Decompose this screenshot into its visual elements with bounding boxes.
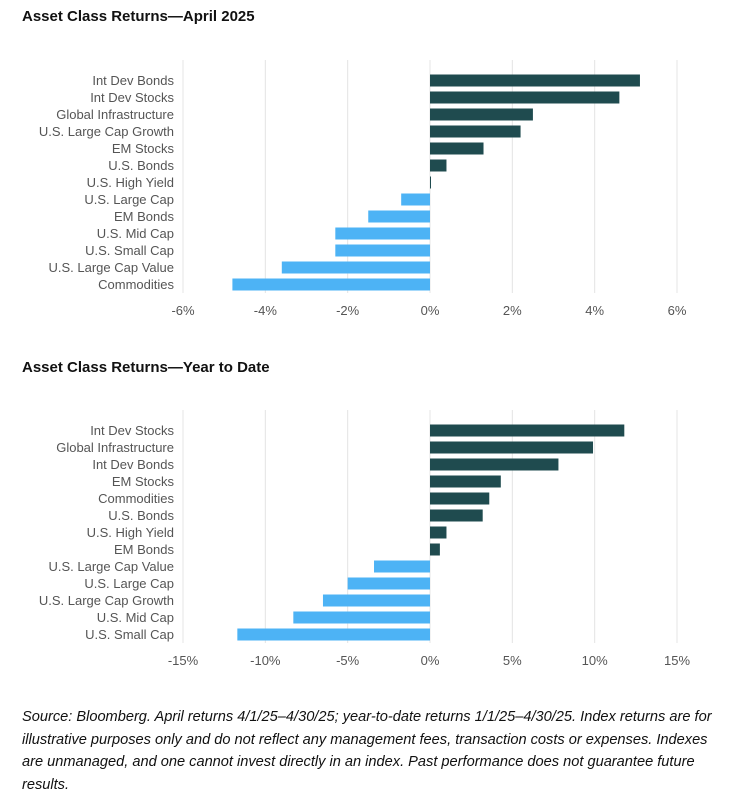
x-tick-label: 5% [503, 653, 522, 668]
category-label: EM Stocks [112, 141, 175, 156]
category-label: EM Bonds [114, 209, 174, 224]
bar-int-dev-stocks [430, 91, 620, 104]
bar-u-s-large-cap [347, 577, 430, 590]
category-label: Int Dev Stocks [90, 423, 174, 438]
bar-u-s-large-cap-growth [430, 125, 521, 138]
bar-u-s-large-cap-growth [322, 594, 430, 607]
bar-int-dev-stocks [430, 424, 625, 437]
bar-u-s-small-cap [335, 244, 430, 257]
category-label: Int Dev Stocks [90, 90, 174, 105]
category-label: U.S. Mid Cap [97, 610, 174, 625]
bar-u-s-mid-cap [293, 611, 430, 624]
bar-em-bonds [430, 543, 440, 556]
x-tick-label: 6% [668, 303, 687, 318]
category-label: U.S. Small Cap [85, 627, 174, 642]
category-label: U.S. Bonds [108, 508, 174, 523]
bar-em-bonds [368, 210, 430, 223]
chart-april-2025: Int Dev Bonds Int Dev Stocks Global Infras… [39, 60, 687, 318]
category-label: U.S. Mid Cap [97, 226, 174, 241]
category-label: U.S. High Yield [87, 525, 174, 540]
x-tick-label: -10% [250, 653, 281, 668]
category-label: U.S. Large Cap Value [49, 260, 175, 275]
bar-u-s-high-yield [430, 526, 447, 539]
category-label: Global Infrastructure [56, 107, 174, 122]
x-tick-label: -4% [254, 303, 278, 318]
bar-int-dev-bonds [430, 458, 559, 471]
category-label: EM Stocks [112, 474, 175, 489]
x-tick-label: 4% [585, 303, 604, 318]
x-tick-label: 0% [421, 303, 440, 318]
category-label: Int Dev Bonds [92, 73, 174, 88]
category-label: U.S. Large Cap [84, 576, 174, 591]
x-tick-label: 2% [503, 303, 522, 318]
bar-em-stocks [430, 142, 484, 155]
category-label: U.S. Small Cap [85, 243, 174, 258]
category-label: Commodities [98, 491, 174, 506]
category-label: U.S. Large Cap Growth [39, 593, 174, 608]
bar-u-s-large-cap [401, 193, 430, 206]
x-tick-label: 0% [421, 653, 440, 668]
bar-commodities [430, 492, 490, 505]
bar-u-s-high-yield [430, 176, 431, 189]
bar-u-s-bonds [430, 509, 483, 522]
bar-int-dev-bonds [430, 74, 640, 87]
bar-commodities [232, 278, 430, 291]
x-tick-label: 10% [582, 653, 608, 668]
x-tick-label: 15% [664, 653, 690, 668]
category-label: U.S. Large Cap Value [49, 559, 175, 574]
x-tick-label: -15% [168, 653, 199, 668]
chart-title-april: Asset Class Returns—April 2025 [22, 8, 255, 25]
category-label: U.S. High Yield [87, 175, 174, 190]
bar-global-infrastructure [430, 441, 594, 454]
bar-u-s-large-cap-value [281, 261, 430, 274]
category-label: EM Bonds [114, 542, 174, 557]
category-label: U.S. Bonds [108, 158, 174, 173]
bar-u-s-mid-cap [335, 227, 430, 240]
x-tick-label: -2% [336, 303, 360, 318]
category-label: Commodities [98, 277, 174, 292]
bar-u-s-bonds [430, 159, 447, 172]
category-label: U.S. Large Cap [84, 192, 174, 207]
x-tick-label: -6% [171, 303, 195, 318]
category-label: Int Dev Bonds [92, 457, 174, 472]
bar-global-infrastructure [430, 108, 533, 121]
x-tick-label: -5% [336, 653, 360, 668]
chart-title-ytd: Asset Class Returns—Year to Date [22, 359, 270, 376]
bar-u-s-large-cap-value [374, 560, 430, 573]
bar-u-s-small-cap [237, 628, 430, 641]
source-footnote: Source: Bloomberg. April returns 4/1/25–… [22, 709, 712, 793]
bar-em-stocks [430, 475, 501, 488]
category-label: U.S. Large Cap Growth [39, 124, 174, 139]
chart-year-to-date: Int Dev Stocks Global Infrastructure Int D… [39, 410, 690, 668]
category-label: Global Infrastructure [56, 440, 174, 455]
